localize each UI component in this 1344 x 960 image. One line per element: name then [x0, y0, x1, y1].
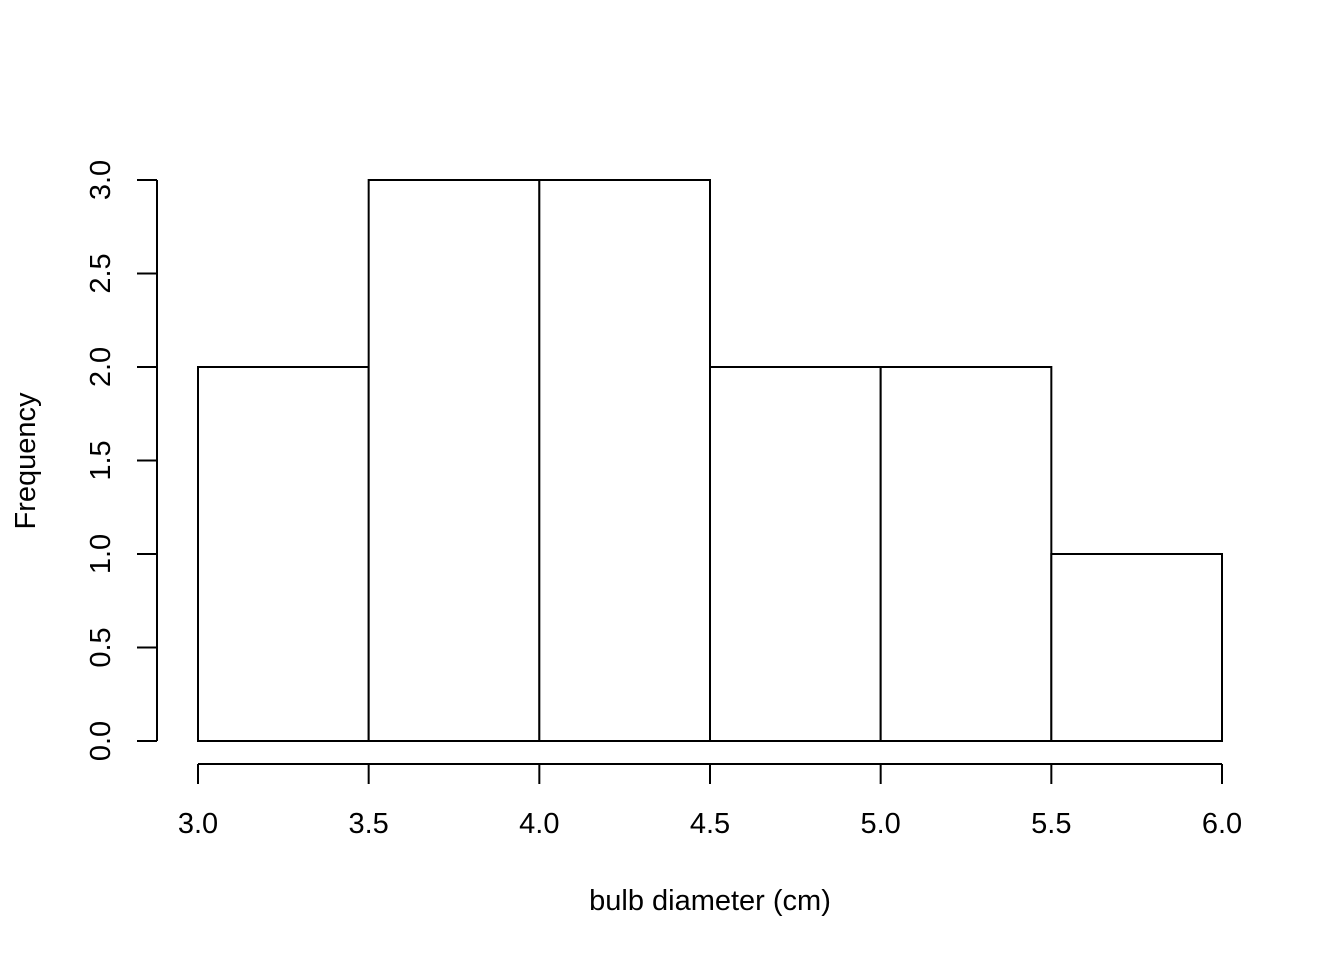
x-tick-label-4: 5.0 — [861, 808, 901, 840]
histogram-bar-2 — [538, 179, 711, 742]
histogram-bar-3 — [709, 366, 882, 742]
y-axis-label: Frequency — [10, 392, 42, 530]
x-tick-label-2: 4.0 — [519, 808, 559, 840]
histogram-bar-5 — [1050, 553, 1224, 742]
histogram-bar-1 — [367, 179, 541, 742]
y-tick-label-0: 0.0 — [85, 721, 117, 761]
y-tick-label-2: 1.0 — [85, 534, 117, 574]
x-tick-label-5: 5.5 — [1031, 808, 1071, 840]
x-tick-label-3: 4.5 — [690, 808, 730, 840]
histogram-bars — [197, 179, 1224, 742]
y-tick-label-4: 2.0 — [85, 347, 117, 387]
x-axis: 3.0 3.5 4.0 4.5 5.0 5.5 6.0 — [178, 763, 1242, 840]
histogram-bar-0 — [197, 366, 370, 742]
x-axis-label: bulb diameter (cm) — [589, 885, 831, 917]
y-axis: 0.0 0.5 1.0 1.5 2.0 2.5 3.0 — [85, 160, 158, 761]
y-tick-label-3: 1.5 — [85, 440, 117, 480]
histogram-bar-4 — [879, 366, 1053, 742]
y-tick-label-5: 2.5 — [85, 253, 117, 293]
x-tick-label-0: 3.0 — [178, 808, 218, 840]
x-tick-label-1: 3.5 — [349, 808, 389, 840]
x-tick-label-6: 6.0 — [1202, 808, 1242, 840]
y-tick-label-1: 0.5 — [85, 627, 117, 667]
y-tick-label-6: 3.0 — [85, 160, 117, 200]
